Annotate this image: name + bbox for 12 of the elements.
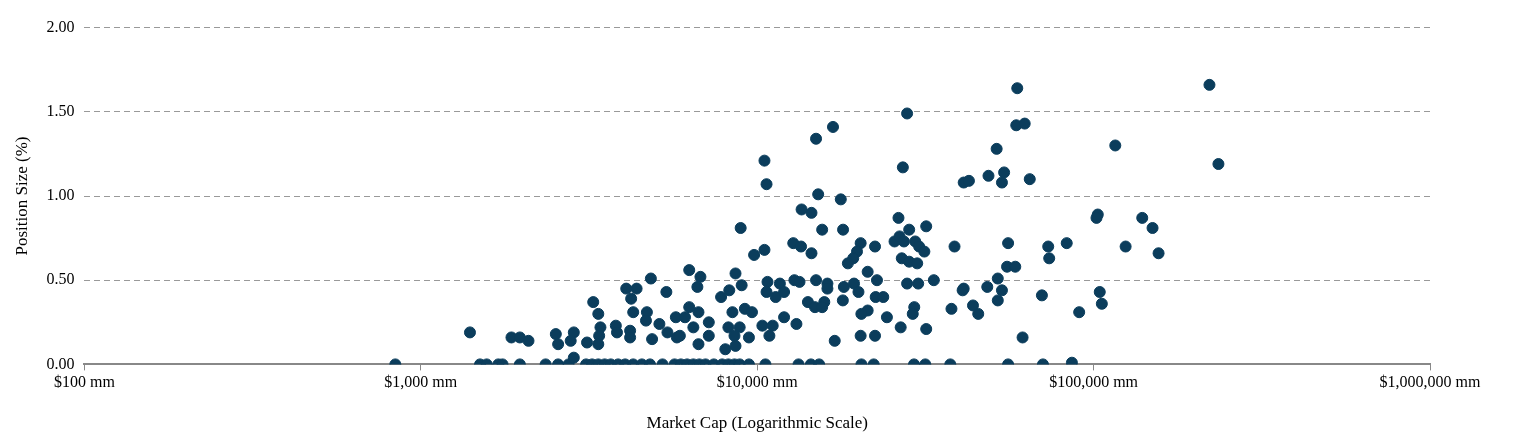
y-tick-label: 1.00 bbox=[46, 186, 75, 204]
x-tick-label: $1,000 mm bbox=[384, 373, 458, 391]
y-tick-label: 1.50 bbox=[46, 102, 75, 119]
x-tick-label: $10,000 mm bbox=[716, 373, 799, 391]
x-tick-label: $100 mm bbox=[53, 373, 116, 391]
y-tick-label: 2.00 bbox=[46, 17, 75, 35]
x-axis-title: Market Cap (Logarithmic Scale) bbox=[646, 413, 868, 433]
x-tick-label: $1,000,000 mm bbox=[1379, 373, 1481, 391]
y-tick-label: 0.50 bbox=[46, 270, 75, 288]
y-axis-title: Position Size (%) bbox=[11, 136, 31, 256]
x-tick-label: $100,000 mm bbox=[1049, 373, 1139, 391]
y-tick-label: 0.00 bbox=[46, 354, 75, 372]
